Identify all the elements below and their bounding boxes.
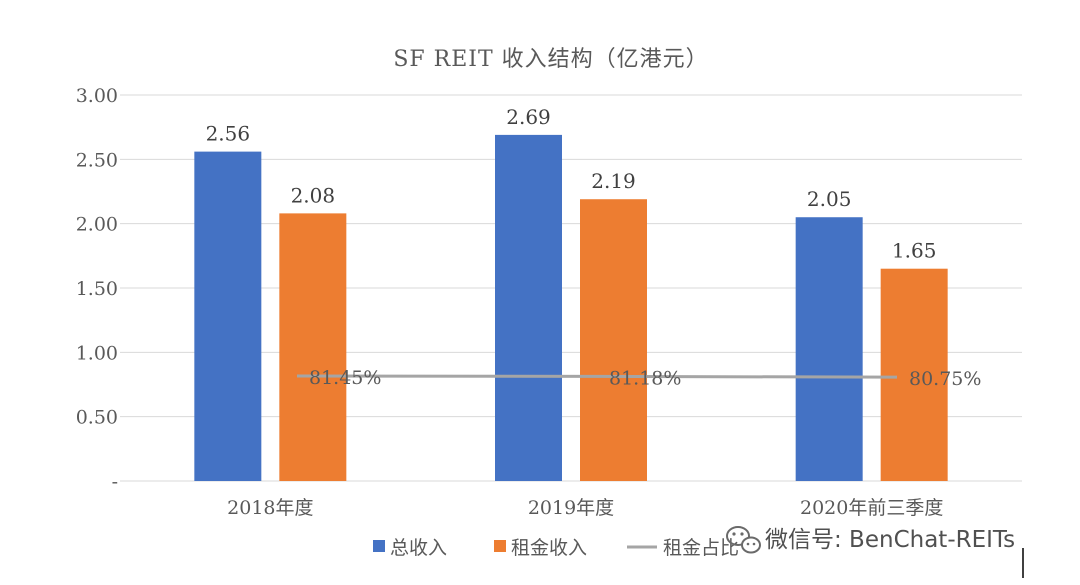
y-tick-label: 1.00: [76, 342, 118, 364]
y-tick-label: 0.50: [76, 407, 118, 429]
bar: [279, 213, 347, 481]
wechat-icon: [726, 526, 761, 554]
legend-swatch: [494, 540, 506, 552]
bar: [194, 151, 262, 481]
watermark-text: 微信号: BenChat-REITs: [765, 527, 1015, 553]
ratio-value-label: 81.18%: [609, 367, 681, 389]
y-axis-ticks: 3.00 2.50 2.00 1.50 1.00 0.50 -: [76, 85, 118, 493]
ratio-line-path: [296, 374, 898, 379]
bar: [495, 134, 562, 482]
chart-title: SF REIT 收入结构（亿港元）: [393, 47, 708, 72]
legend-label: 租金收入: [511, 537, 587, 559]
x-category-label: 2019年度: [528, 497, 614, 519]
x-category-label: 2018年度: [227, 497, 313, 519]
bar-value-label: 2.56: [206, 122, 251, 146]
bar-value-label: 2.08: [291, 183, 336, 207]
y-tick-label: 2.50: [76, 149, 118, 171]
bar-data-labels: 2.56 2.08 2.69 2.19 2.05 1.65: [206, 105, 937, 263]
legend-swatch: [373, 540, 385, 552]
x-axis-categories: 2018年度 2019年度 2020年前三季度: [227, 497, 943, 519]
legend: 总收入 租金收入 租金占比: [373, 537, 739, 559]
y-tick-label: 1.50: [76, 278, 118, 300]
ratio-value-label: 80.75%: [909, 368, 981, 390]
bar: [795, 217, 863, 481]
bar: [880, 268, 948, 481]
y-tick-label: 2.00: [76, 214, 118, 236]
y-tick-label: -: [112, 471, 118, 493]
bar-value-label: 2.19: [591, 169, 636, 193]
ratio-value-label: 81.45%: [309, 367, 381, 389]
x-category-label: 2020年前三季度: [800, 497, 943, 519]
gridlines: [120, 94, 1022, 482]
legend-label: 租金占比: [663, 537, 739, 559]
bar-value-label: 2.05: [807, 187, 852, 211]
bar: [580, 199, 647, 481]
bar-value-label: 2.69: [506, 105, 551, 129]
bars: [194, 134, 948, 482]
watermark: 微信号: BenChat-REITs: [726, 526, 1015, 554]
ratio-line: 81.45% 81.18% 80.75%: [296, 367, 981, 390]
legend-label: 总收入: [390, 537, 447, 559]
bar-value-label: 1.65: [892, 239, 937, 263]
y-tick-label: 3.00: [76, 85, 118, 107]
